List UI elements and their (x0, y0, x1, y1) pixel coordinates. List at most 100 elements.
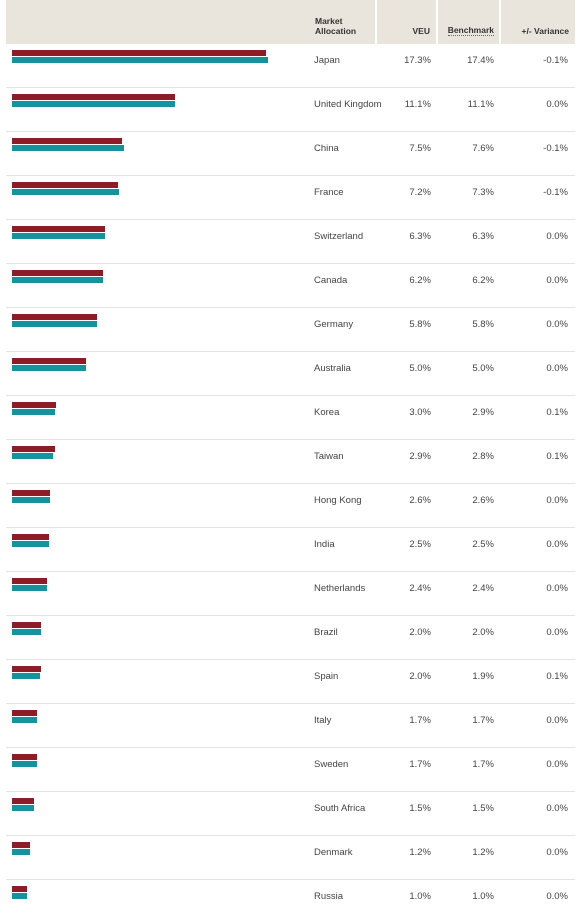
benchmark-value: 1.0% (472, 891, 494, 902)
header-market-cell: Market Allocation (309, 0, 375, 44)
veu-bar (12, 622, 42, 628)
benchmark-bar (12, 57, 268, 63)
variance-value: 0.0% (546, 583, 568, 594)
benchmark-bar (12, 629, 42, 635)
veu-bar (12, 490, 51, 496)
market-name: Hong Kong (314, 495, 362, 506)
benchmark-value: 2.9% (472, 407, 494, 418)
veu-bar (12, 270, 104, 276)
market-name: Russia (314, 891, 344, 902)
benchmark-value: 2.0% (472, 627, 494, 638)
veu-value: 2.0% (409, 671, 431, 682)
market-name: Japan (314, 55, 340, 66)
benchmark-value: 1.7% (472, 759, 494, 770)
benchmark-value: 1.5% (472, 803, 494, 814)
market-name: France (314, 187, 344, 198)
benchmark-bar (12, 453, 54, 459)
variance-value: 0.0% (546, 495, 568, 506)
veu-bar (12, 138, 123, 144)
veu-bar (12, 798, 35, 804)
header-veu-cell: VEU (377, 0, 436, 44)
veu-value: 3.0% (409, 407, 431, 418)
benchmark-value: 1.9% (472, 671, 494, 682)
veu-value: 5.0% (409, 363, 431, 374)
veu-bar (12, 314, 98, 320)
veu-value: 1.7% (409, 759, 431, 770)
benchmark-bar (12, 145, 124, 151)
variance-value: -0.1% (543, 55, 568, 66)
table-row: Sweden 1.7% 1.7% 0.0% (6, 748, 575, 792)
benchmark-value: 1.7% (472, 715, 494, 726)
veu-bar (12, 534, 49, 540)
veu-value: 17.3% (404, 55, 431, 66)
market-name: Italy (314, 715, 332, 726)
veu-value: 6.2% (409, 275, 431, 286)
header-market-label: Market Allocation (315, 16, 357, 36)
market-name: Brazil (314, 627, 338, 638)
veu-bar (12, 50, 267, 56)
variance-value: 0.0% (546, 847, 568, 858)
benchmark-bar (12, 497, 51, 503)
veu-bar (12, 754, 37, 760)
table-row: Germany 5.8% 5.8% 0.0% (6, 308, 575, 352)
table-row: France 7.2% 7.3% -0.1% (6, 176, 575, 220)
benchmark-bar (12, 277, 104, 283)
variance-value: 0.0% (546, 759, 568, 770)
veu-value: 6.3% (409, 231, 431, 242)
variance-value: 0.0% (546, 319, 568, 330)
market-name: Germany (314, 319, 354, 330)
benchmark-value: 2.8% (472, 451, 494, 462)
benchmark-value: 17.4% (467, 55, 494, 66)
market-name: Korea (314, 407, 340, 418)
veu-bar (12, 842, 30, 848)
benchmark-bar (12, 761, 37, 767)
benchmark-value: 7.6% (472, 143, 494, 154)
header-benchmark-cell: Benchmark (438, 0, 499, 44)
table-row: China 7.5% 7.6% -0.1% (6, 132, 575, 176)
market-name: Canada (314, 275, 348, 286)
variance-value: 0.1% (546, 671, 568, 682)
benchmark-value: 2.4% (472, 583, 494, 594)
header-benchmark-link[interactable]: Benchmark (447, 25, 494, 36)
benchmark-value: 6.3% (472, 231, 494, 242)
market-name: India (314, 539, 335, 550)
header-variance-cell: +/- Variance (501, 0, 575, 44)
benchmark-bar (12, 717, 37, 723)
variance-value: 0.0% (546, 363, 568, 374)
benchmark-bar (12, 365, 86, 371)
benchmark-bar (12, 189, 120, 195)
benchmark-value: 1.2% (472, 847, 494, 858)
veu-bar (12, 358, 86, 364)
variance-value: 0.0% (546, 627, 568, 638)
variance-value: 0.0% (546, 539, 568, 550)
table-row: Canada 6.2% 6.2% 0.0% (6, 264, 575, 308)
veu-value: 2.6% (409, 495, 431, 506)
benchmark-bar (12, 805, 35, 811)
market-name: South Africa (314, 803, 366, 814)
benchmark-bar (12, 101, 176, 107)
table-row: Russia 1.0% 1.0% 0.0% (6, 880, 575, 913)
veu-bar (12, 446, 55, 452)
variance-value: 0.1% (546, 407, 568, 418)
table-row: Italy 1.7% 1.7% 0.0% (6, 704, 575, 748)
table-row: Denmark 1.2% 1.2% 0.0% (6, 836, 575, 880)
veu-value: 11.1% (404, 99, 431, 110)
header-bars-cell (6, 0, 309, 44)
market-name: Denmark (314, 847, 353, 858)
veu-value: 5.8% (409, 319, 431, 330)
benchmark-bar (12, 673, 40, 679)
table-row: Taiwan 2.9% 2.8% 0.1% (6, 440, 575, 484)
benchmark-bar (12, 321, 98, 327)
benchmark-value: 6.2% (472, 275, 494, 286)
market-name: Taiwan (314, 451, 344, 462)
benchmark-value: 11.1% (467, 99, 494, 110)
benchmark-bar (12, 409, 55, 415)
table-row: Spain 2.0% 1.9% 0.1% (6, 660, 575, 704)
veu-bar (12, 578, 48, 584)
benchmark-value: 5.8% (472, 319, 494, 330)
market-name: China (314, 143, 339, 154)
variance-value: -0.1% (543, 143, 568, 154)
veu-bar (12, 94, 176, 100)
market-name: Australia (314, 363, 351, 374)
table-row: Brazil 2.0% 2.0% 0.0% (6, 616, 575, 660)
